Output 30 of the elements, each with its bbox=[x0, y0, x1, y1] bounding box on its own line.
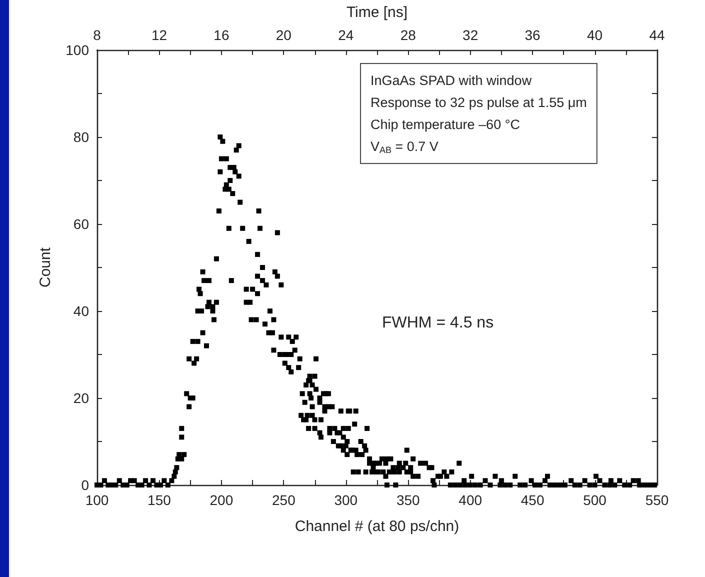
x-tick-label: 350 bbox=[396, 492, 420, 508]
x2-tick-label: 24 bbox=[338, 27, 354, 43]
x2-tick-label: 12 bbox=[151, 27, 168, 43]
x-tick-label: 500 bbox=[583, 492, 607, 508]
x2-tick-label: 16 bbox=[214, 27, 230, 43]
x2-tick-label: 28 bbox=[400, 27, 416, 43]
x-tick-label: 100 bbox=[85, 492, 109, 508]
x-tick-label: 400 bbox=[458, 492, 482, 508]
x2-axis-title: Time [ns] bbox=[346, 4, 408, 21]
annotation: FWHM = 4.5 ns bbox=[382, 314, 494, 332]
x-tick-label: 550 bbox=[645, 492, 669, 508]
x2-tick-label: 44 bbox=[649, 27, 665, 43]
y-tick-label: 0 bbox=[81, 477, 90, 493]
y-tick-label: 20 bbox=[73, 390, 90, 406]
x-axis-title: Channel # (at 80 ps/chn) bbox=[294, 518, 460, 535]
x-tick-label: 150 bbox=[148, 492, 172, 508]
x-tick-label: 300 bbox=[334, 492, 358, 508]
y-tick-label: 60 bbox=[73, 216, 90, 232]
y-tick-label: 100 bbox=[66, 42, 90, 58]
x-tick-label: 250 bbox=[272, 492, 296, 508]
x2-tick-label: 20 bbox=[276, 27, 292, 43]
x-tick-label: 450 bbox=[520, 492, 544, 508]
x2-tick-label: 32 bbox=[462, 27, 478, 43]
x-tick-label: 200 bbox=[210, 492, 234, 508]
x2-tick-label: 36 bbox=[524, 27, 541, 43]
x2-tick-label: 8 bbox=[93, 27, 102, 43]
x2-tick-label: 40 bbox=[586, 27, 603, 43]
y-axis-title: Count bbox=[37, 246, 54, 288]
y-tick-label: 80 bbox=[73, 129, 90, 145]
y-tick-label: 40 bbox=[73, 303, 90, 319]
